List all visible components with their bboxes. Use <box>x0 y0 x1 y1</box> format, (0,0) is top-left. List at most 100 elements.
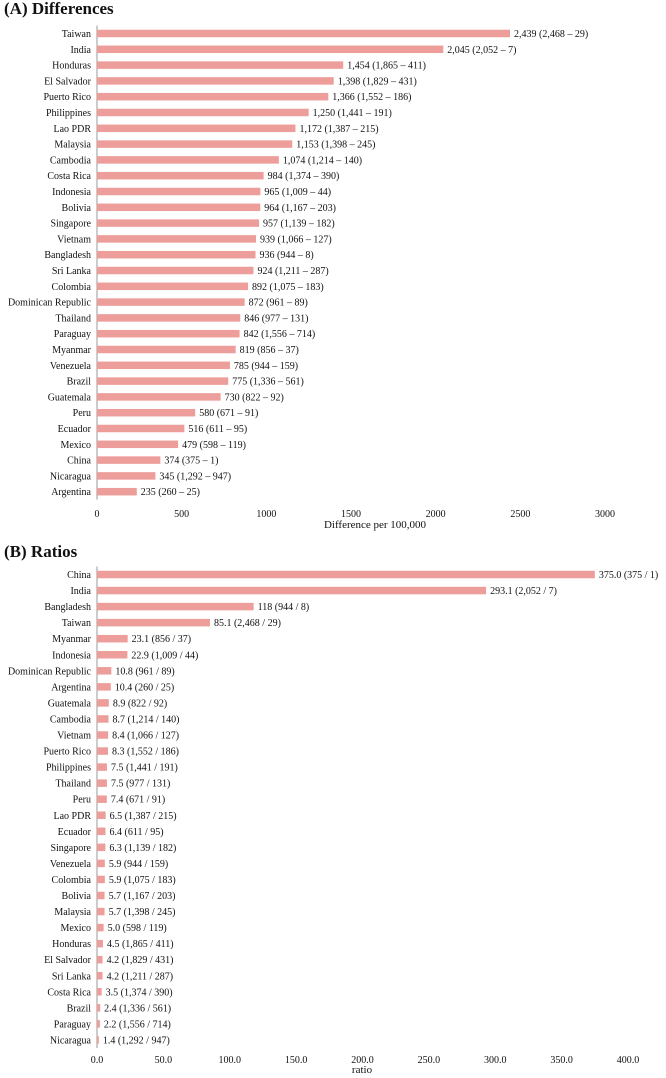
bar <box>97 586 487 595</box>
x-tick-label: 1000 <box>256 509 276 520</box>
data-label: 785 (944 – 159) <box>234 361 298 372</box>
bar <box>97 875 105 884</box>
category-label: Paraguay <box>54 1019 91 1030</box>
x-tick-label: 350.0 <box>550 1055 573 1066</box>
category-label: India <box>70 45 91 56</box>
data-label: 516 (611 – 95) <box>188 424 247 435</box>
category-label: Indonesia <box>52 650 91 661</box>
x-tick-label: 100.0 <box>219 1055 242 1066</box>
bar <box>97 377 229 385</box>
data-label: 5.7 (1,167 / 203) <box>109 891 176 902</box>
bar <box>97 440 179 449</box>
x-tick-label: 50.0 <box>155 1055 173 1066</box>
data-label: 6.5 (1,387 / 215) <box>110 811 177 822</box>
category-label: Sri Lanka <box>52 971 92 982</box>
category-label: Vietnam <box>57 731 91 742</box>
category-label: Vietnam <box>57 234 91 245</box>
bar <box>97 314 241 322</box>
data-label: 775 (1,336 – 561) <box>232 377 304 388</box>
data-label: 846 (977 – 131) <box>244 313 308 324</box>
category-label: Argentina <box>51 682 91 693</box>
category-label: Singapore <box>50 843 91 854</box>
bar <box>97 891 105 900</box>
category-label: Peru <box>73 795 91 806</box>
bar <box>97 92 329 101</box>
category-label: Honduras <box>52 939 91 950</box>
category-label: Bangladesh <box>44 602 91 613</box>
x-tick-label: 200.0 <box>351 1055 374 1066</box>
bar <box>97 1020 100 1028</box>
data-label: 293.1 (2,052 / 7) <box>490 586 557 597</box>
category-label: Indonesia <box>52 187 91 198</box>
data-label: 924 (1,211 – 287) <box>257 266 328 277</box>
bar <box>97 329 240 338</box>
bar <box>97 266 254 275</box>
data-label: 23.1 (856 / 37) <box>132 634 191 645</box>
bar <box>97 156 279 164</box>
bar <box>97 715 109 723</box>
bar <box>97 811 106 819</box>
data-label: 984 (1,374 – 390) <box>268 171 340 182</box>
x-axis-title: Difference per 100,000 <box>324 519 427 531</box>
bar <box>97 298 245 306</box>
x-tick-label: 400.0 <box>617 1055 640 1066</box>
data-label: 1,398 (1,829 – 431) <box>338 76 417 87</box>
bar <box>97 77 334 85</box>
data-label: 479 (598 – 119) <box>182 440 246 451</box>
category-label: Malaysia <box>54 140 91 151</box>
category-label: Honduras <box>52 61 91 72</box>
bar <box>97 907 105 916</box>
data-label: 1,454 (1,865 – 411) <box>347 61 426 72</box>
category-label: Paraguay <box>54 329 91 340</box>
bar <box>97 1036 99 1044</box>
data-label: 5.9 (1,075 / 183) <box>109 875 176 886</box>
data-label: 345 (1,292 – 947) <box>159 471 231 482</box>
bar <box>97 1004 101 1012</box>
category-label: Peru <box>73 408 91 419</box>
bar <box>97 456 161 464</box>
bar <box>97 747 109 755</box>
category-label: Philippines <box>46 763 91 774</box>
category-label: Lao PDR <box>54 124 92 135</box>
data-label: 1,172 (1,387 – 215) <box>299 124 378 135</box>
x-tick-label: 3000 <box>595 509 615 520</box>
bar <box>97 203 261 212</box>
data-label: 819 (856 – 37) <box>240 345 299 356</box>
data-label: 4.2 (1,829 / 431) <box>107 955 174 966</box>
bar <box>97 235 257 243</box>
bar <box>97 361 230 370</box>
category-label: Colombia <box>52 875 92 886</box>
bar <box>97 634 128 643</box>
category-label: El Salvador <box>44 955 92 966</box>
bar <box>97 250 256 259</box>
bar <box>97 795 107 803</box>
bar <box>97 345 236 354</box>
data-label: 7.4 (671 / 91) <box>111 795 165 806</box>
category-label: Lao PDR <box>54 811 92 822</box>
bar <box>97 45 444 54</box>
category-label: Bolivia <box>62 891 92 902</box>
x-tick-label: 300.0 <box>484 1055 507 1066</box>
category-label: Brazil <box>67 1003 92 1014</box>
data-label: 118 (944 / 8) <box>258 602 310 613</box>
bar <box>97 29 511 38</box>
chart-panel-ratios: (B) Ratios China 375.0 (375 / 1) India 293.1… <box>4 542 658 1076</box>
data-label: 10.4 (260 / 25) <box>115 682 174 693</box>
bar <box>97 61 344 69</box>
bar <box>97 108 309 117</box>
data-label: 8.7 (1,214 / 140) <box>113 714 180 725</box>
category-label: Nicaragua <box>50 1035 92 1046</box>
bar <box>97 124 296 133</box>
data-label: 235 (260 – 25) <box>141 487 200 498</box>
x-axis-title: ratio <box>352 1064 373 1076</box>
bar <box>97 282 249 291</box>
data-label: 580 (671 – 91) <box>199 408 258 419</box>
x-tick-label: 150.0 <box>285 1055 308 1066</box>
category-label: Malaysia <box>54 907 91 918</box>
data-label: 1,074 (1,214 – 140) <box>283 155 362 166</box>
category-label: Venezuela <box>50 361 92 372</box>
category-label: Thailand <box>55 313 91 324</box>
category-label: El Salvador <box>44 76 92 87</box>
data-label: 85.1 (2,468 / 29) <box>214 618 281 629</box>
